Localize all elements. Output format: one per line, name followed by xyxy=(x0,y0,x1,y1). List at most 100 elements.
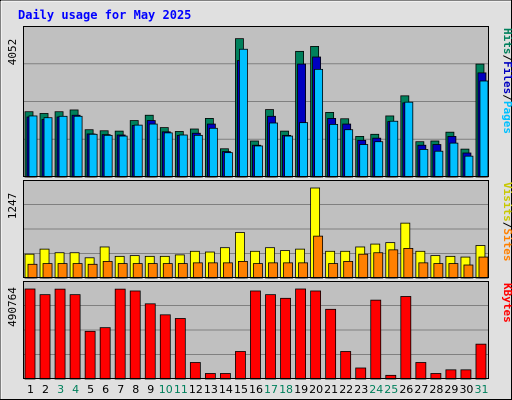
chart-title: Daily usage for May 2025 xyxy=(18,8,191,22)
legend-top: Hits/Files/Pages xyxy=(501,28,512,134)
legend-entry-files: Files xyxy=(501,61,512,94)
bar-pages-day-31 xyxy=(479,80,489,178)
legend-entry-separator: / xyxy=(501,222,512,229)
bar-pages-day-14 xyxy=(224,152,233,178)
x-tick-label-day-30: 30 xyxy=(459,383,473,396)
x-tick-label-day-27: 27 xyxy=(414,383,428,396)
bar-kbytes-day-5 xyxy=(84,330,96,380)
x-tick-label-day-18: 18 xyxy=(279,383,293,396)
bar-kbytes-day-16 xyxy=(250,290,261,380)
bar-kbytes-day-12 xyxy=(189,362,201,380)
bar-pages-day-7 xyxy=(118,135,128,178)
bar-pages-day-2 xyxy=(43,117,53,178)
bar-kbytes-day-18 xyxy=(280,297,291,380)
bar-pages-day-21 xyxy=(329,124,339,178)
bar-pages-day-1 xyxy=(28,115,38,178)
bar-pages-day-6 xyxy=(103,134,113,178)
x-tick-label-day-29: 29 xyxy=(444,383,458,396)
bar-sites-day-29 xyxy=(448,263,459,279)
bar-kbytes-day-30 xyxy=(460,369,472,380)
bar-sites-day-19 xyxy=(298,262,308,279)
bar-sites-day-28 xyxy=(433,263,444,279)
bar-kbytes-day-11 xyxy=(174,318,186,380)
bar-pages-day-13 xyxy=(208,127,218,178)
plot-border-top xyxy=(23,26,489,177)
bar-sites-day-21 xyxy=(328,263,339,279)
bar-kbytes-day-27 xyxy=(415,362,427,380)
bar-sites-day-26 xyxy=(403,248,414,279)
legend-entry-hits: Hits xyxy=(501,28,512,55)
x-tick-label-day-4: 4 xyxy=(72,383,79,396)
bar-kbytes-day-17 xyxy=(265,294,276,380)
bar-sites-day-2 xyxy=(42,263,53,279)
plot-border-bottom xyxy=(23,281,489,379)
bar-pages-day-24 xyxy=(374,141,384,178)
bar-sites-day-30 xyxy=(463,264,474,279)
bar-pages-day-11 xyxy=(178,134,188,178)
bar-sites-day-15 xyxy=(238,261,248,279)
x-tick-label-day-23: 23 xyxy=(354,383,368,396)
x-tick-label-day-25: 25 xyxy=(384,383,398,396)
x-tick-label-day-6: 6 xyxy=(102,383,109,396)
bar-kbytes-day-22 xyxy=(340,351,352,380)
bar-kbytes-day-21 xyxy=(325,308,337,380)
bar-sites-day-6 xyxy=(102,261,113,279)
bar-pages-day-5 xyxy=(88,133,98,178)
x-tick-label-day-11: 11 xyxy=(174,383,188,396)
x-tick-label-day-24: 24 xyxy=(369,383,383,396)
bar-pages-day-4 xyxy=(73,115,83,178)
bar-sites-day-22 xyxy=(343,261,354,279)
x-tick-label-day-7: 7 xyxy=(117,383,124,396)
bar-sites-day-16 xyxy=(253,263,263,279)
bar-pages-day-30 xyxy=(464,155,474,178)
bar-sites-day-11 xyxy=(177,263,188,279)
bar-pages-day-27 xyxy=(419,149,429,178)
bar-kbytes-day-4 xyxy=(69,294,81,380)
bar-sites-day-8 xyxy=(132,263,143,279)
x-tick-label-day-16: 16 xyxy=(249,383,263,396)
bar-sites-day-4 xyxy=(72,263,83,279)
bar-pages-day-29 xyxy=(449,142,459,178)
bar-pages-day-22 xyxy=(344,129,354,178)
bar-pages-day-3 xyxy=(58,115,68,178)
bar-sites-day-20 xyxy=(313,235,324,279)
bar-kbytes-day-19 xyxy=(295,288,306,380)
bar-sites-day-14 xyxy=(223,262,233,279)
bar-sites-day-24 xyxy=(373,252,384,279)
x-tick-label-day-3: 3 xyxy=(57,383,64,396)
x-tick-label-day-2: 2 xyxy=(42,383,49,396)
bar-sites-day-5 xyxy=(87,263,98,279)
x-tick-label-day-12: 12 xyxy=(189,383,203,396)
bar-sites-day-10 xyxy=(162,263,173,279)
bar-sites-day-31 xyxy=(478,256,489,279)
x-tick-label-day-9: 9 xyxy=(147,383,154,396)
x-tick-label-day-1: 1 xyxy=(27,383,34,396)
legend-bottom: KBytes xyxy=(501,283,512,323)
bar-kbytes-day-15 xyxy=(235,351,246,380)
bar-sites-day-12 xyxy=(192,262,203,279)
bar-kbytes-day-1 xyxy=(24,288,36,380)
bar-kbytes-day-26 xyxy=(400,296,412,380)
bar-pages-day-10 xyxy=(163,132,173,178)
bar-sites-day-25 xyxy=(388,249,399,279)
bar-kbytes-day-8 xyxy=(129,290,141,380)
bar-kbytes-day-2 xyxy=(39,294,51,380)
bar-sites-day-3 xyxy=(57,263,68,279)
x-tick-label-day-17: 17 xyxy=(264,383,278,396)
x-tick-label-day-31: 31 xyxy=(474,383,488,396)
y-max-label-bottom: 490764 xyxy=(6,287,19,327)
bar-pages-day-25 xyxy=(389,120,399,178)
bar-pages-day-18 xyxy=(284,135,293,178)
bar-sites-day-23 xyxy=(358,253,369,279)
plot-border-middle xyxy=(23,180,489,278)
bar-pages-day-16 xyxy=(254,145,263,178)
bar-sites-day-9 xyxy=(147,263,158,279)
bar-kbytes-day-31 xyxy=(475,343,487,380)
bar-kbytes-day-24 xyxy=(370,299,382,380)
bar-kbytes-day-3 xyxy=(54,288,66,380)
bar-sites-day-1 xyxy=(27,263,38,279)
x-tick-label-day-15: 15 xyxy=(234,383,248,396)
x-tick-label-day-14: 14 xyxy=(219,383,233,396)
